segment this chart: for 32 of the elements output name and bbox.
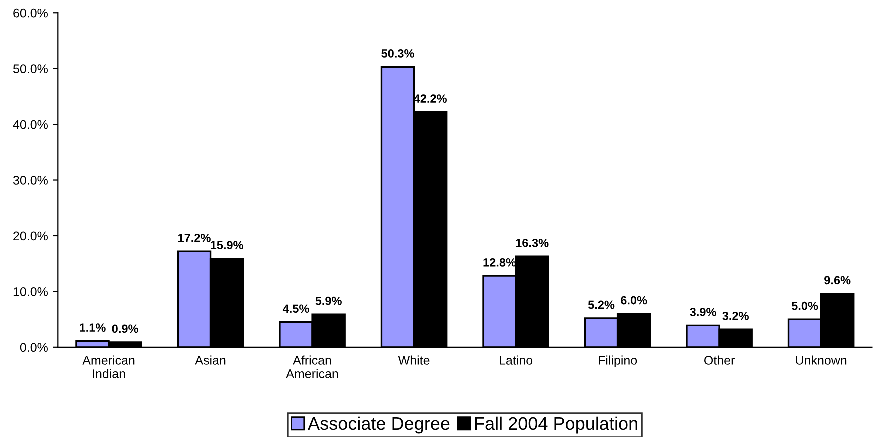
x-tick-label: American Indian (82, 356, 135, 378)
data-label: 5.2% (588, 300, 615, 310)
data-label: 5.0% (792, 302, 818, 310)
data-label: 5.9% (316, 296, 342, 306)
x-tick-label: White (398, 356, 430, 365)
y-tick-label: 0.0% (20, 343, 48, 352)
data-label: 50.3% (382, 50, 414, 58)
y-tick-label: 10.0% (14, 288, 48, 296)
y-tick-label: 50.0% (13, 64, 48, 74)
data-label: 9.6% (824, 276, 851, 285)
y-tick-label: 60.0% (14, 8, 48, 18)
data-label: 3.9% (690, 308, 716, 316)
data-label: 17.2% (178, 234, 211, 242)
data-label: 1.1% (80, 324, 106, 332)
data-label: 6.0% (621, 296, 648, 305)
x-tick-label: African American (286, 356, 338, 378)
x-tick-label: Latino (500, 356, 533, 365)
y-tick-label: 40.0% (13, 120, 48, 130)
legend-label: Fall 2004 Population (475, 416, 638, 434)
x-tick-label: Asian (195, 356, 226, 365)
legend-label: Associate Degree (308, 416, 450, 434)
data-label: 42.2% (414, 94, 447, 103)
data-label: 4.5% (282, 304, 310, 314)
y-tick-label: 30.0% (13, 176, 48, 185)
y-tick-label: 20.0% (14, 232, 48, 241)
x-tick-label: Filipino (599, 356, 638, 368)
data-label: 0.9% (112, 324, 138, 334)
data-label: 15.9% (211, 241, 244, 250)
x-tick-label: Unknown (796, 356, 847, 365)
x-tick-label: Other (704, 356, 735, 365)
data-label: 3.2% (722, 312, 749, 320)
data-label: 16.3% (516, 238, 549, 248)
